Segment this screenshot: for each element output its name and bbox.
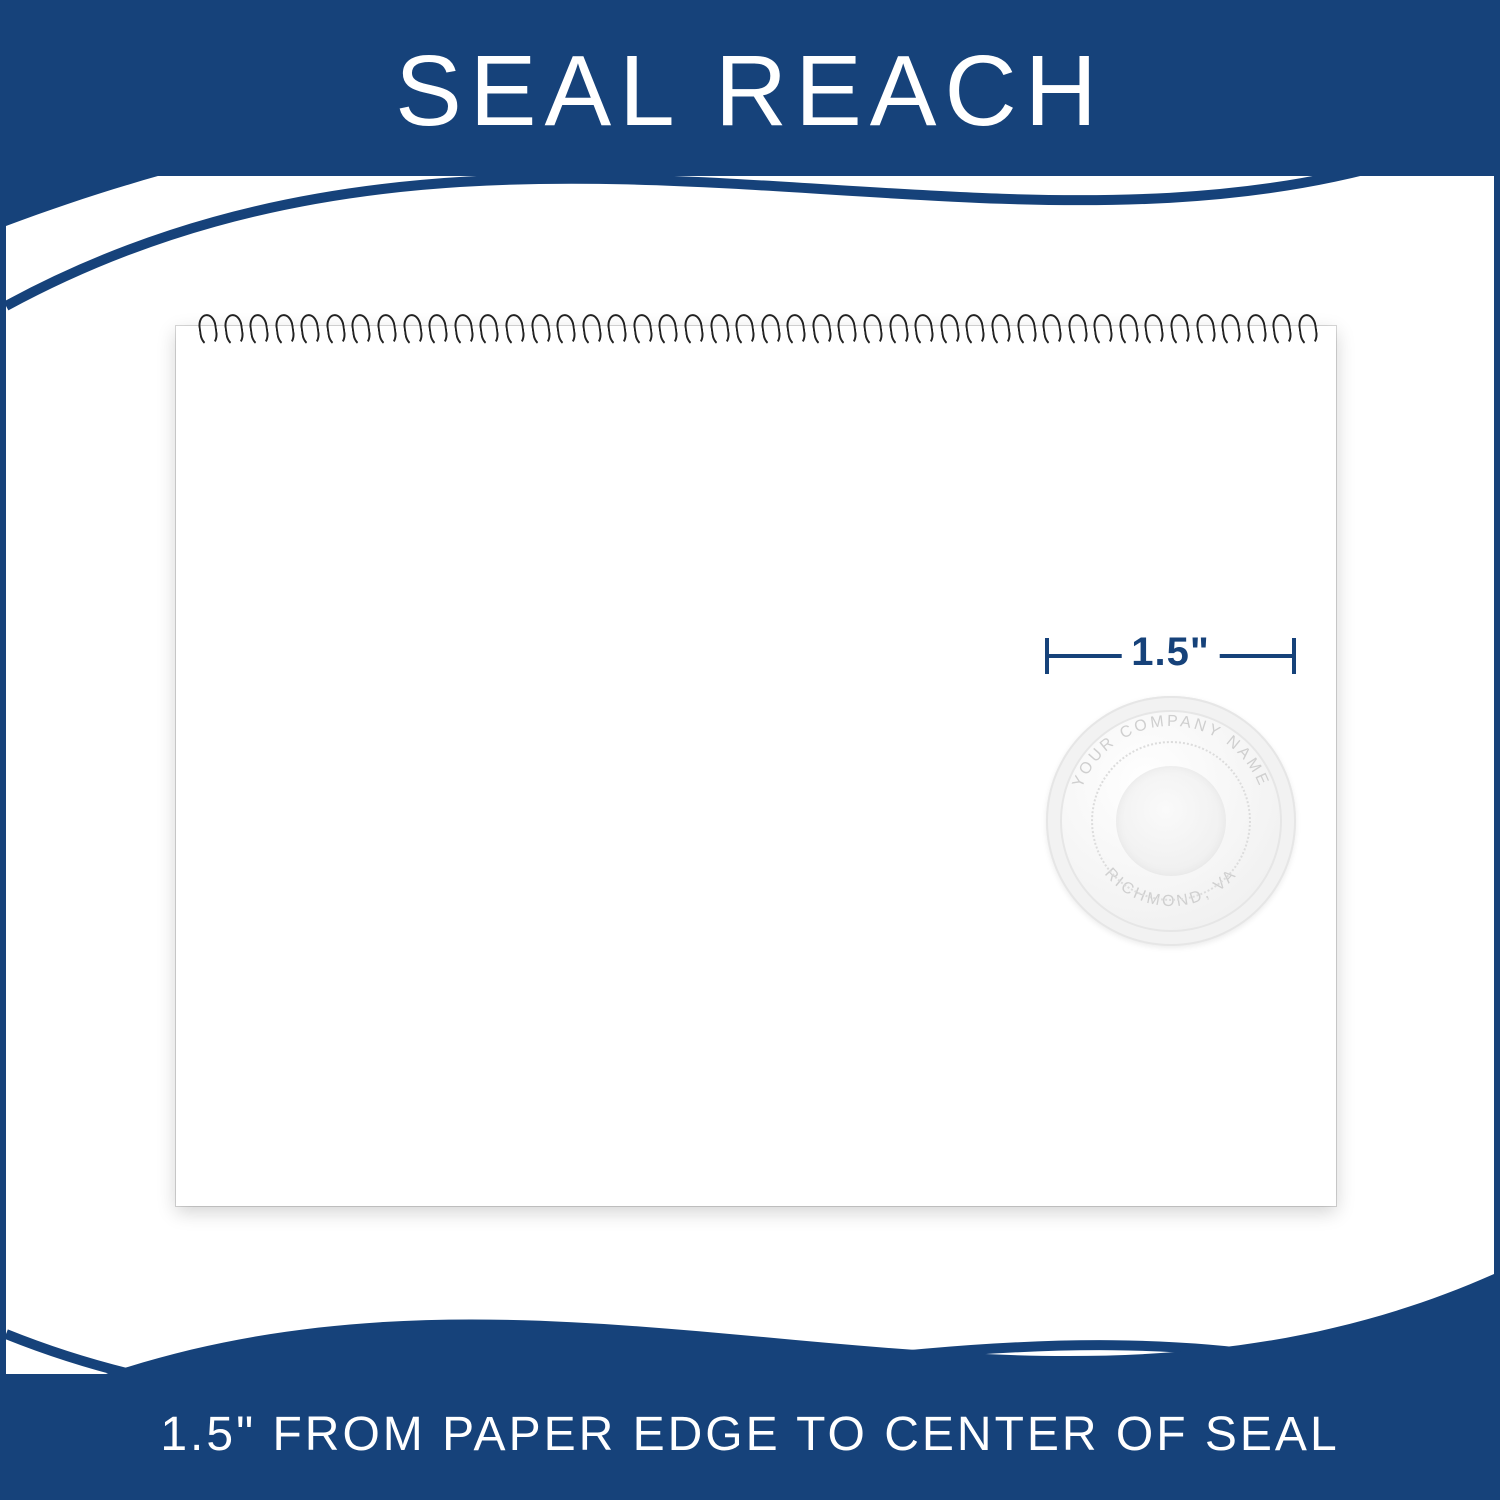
spiral-loop xyxy=(503,308,523,348)
spiral-loop xyxy=(938,308,958,348)
reach-value: 1.5" xyxy=(1121,630,1220,675)
spiral-loop xyxy=(426,308,446,348)
spiral-loop xyxy=(1194,308,1214,348)
infographic-frame: SEAL REACH 1.5" YOUR COMPANY NAM xyxy=(0,0,1500,1500)
spiral-loop xyxy=(682,308,702,348)
spiral-loop xyxy=(247,308,267,348)
spiral-loop xyxy=(835,308,855,348)
spiral-loop xyxy=(1142,308,1162,348)
spiral-loop xyxy=(324,308,344,348)
page-title: SEAL REACH xyxy=(395,34,1105,149)
spiral-loop xyxy=(708,308,728,348)
footer-caption: 1.5" FROM PAPER EDGE TO CENTER OF SEAL xyxy=(160,1407,1339,1462)
seal-emblem xyxy=(1116,766,1226,876)
spiral-loop xyxy=(554,308,574,348)
reach-measure: 1.5" xyxy=(1043,626,1298,686)
spiral-loop xyxy=(1168,308,1188,348)
spiral-binding xyxy=(196,308,1316,348)
spiral-loop xyxy=(759,308,779,348)
spiral-loop xyxy=(1040,308,1060,348)
spiral-loop xyxy=(989,308,1009,348)
spiral-loop xyxy=(1015,308,1035,348)
spiral-loop xyxy=(861,308,881,348)
spiral-loop xyxy=(1296,308,1316,348)
header: SEAL REACH xyxy=(6,6,1494,176)
spiral-loop xyxy=(375,308,395,348)
spiral-loop xyxy=(452,308,472,348)
seal-inner-ring xyxy=(1091,741,1251,901)
spiral-loop xyxy=(605,308,625,348)
notepad: 1.5" YOUR COMPANY NAME RICHMOND, VA xyxy=(176,326,1336,1206)
spiral-loop xyxy=(963,308,983,348)
spiral-loop xyxy=(810,308,830,348)
spiral-loop xyxy=(733,308,753,348)
spiral-loop xyxy=(196,308,216,348)
spiral-loop xyxy=(1270,308,1290,348)
spiral-loop xyxy=(887,308,907,348)
spiral-loop xyxy=(349,308,369,348)
spiral-loop xyxy=(1245,308,1265,348)
spiral-loop xyxy=(529,308,549,348)
spiral-loop xyxy=(784,308,804,348)
spiral-loop xyxy=(912,308,932,348)
spiral-loop xyxy=(273,308,293,348)
spiral-loop xyxy=(1117,308,1137,348)
spiral-loop xyxy=(1219,308,1239,348)
embossed-seal: YOUR COMPANY NAME RICHMOND, VA xyxy=(1046,696,1296,946)
spiral-loop xyxy=(631,308,651,348)
spiral-loop xyxy=(477,308,497,348)
spiral-loop xyxy=(1091,308,1111,348)
spiral-loop xyxy=(580,308,600,348)
spiral-loop xyxy=(222,308,242,348)
spiral-loop xyxy=(401,308,421,348)
spiral-loop xyxy=(656,308,676,348)
spiral-loop xyxy=(298,308,318,348)
spiral-loop xyxy=(1066,308,1086,348)
footer: 1.5" FROM PAPER EDGE TO CENTER OF SEAL xyxy=(6,1374,1494,1494)
